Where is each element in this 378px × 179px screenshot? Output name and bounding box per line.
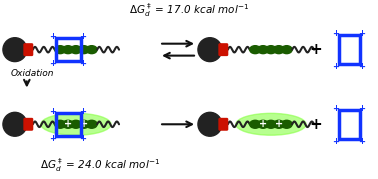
- FancyBboxPatch shape: [219, 44, 228, 55]
- Ellipse shape: [265, 46, 276, 54]
- Text: +: +: [49, 134, 56, 143]
- Text: +: +: [49, 59, 56, 68]
- Text: +: +: [358, 62, 365, 71]
- Ellipse shape: [63, 120, 73, 128]
- Text: +: +: [358, 29, 365, 38]
- Text: +: +: [332, 104, 339, 113]
- Text: Oxidation: Oxidation: [11, 69, 54, 78]
- Text: +: +: [79, 134, 86, 143]
- Circle shape: [3, 38, 27, 62]
- Text: +: +: [332, 29, 339, 38]
- Ellipse shape: [257, 120, 268, 128]
- Ellipse shape: [55, 46, 66, 54]
- Text: +: +: [49, 107, 56, 116]
- Ellipse shape: [41, 113, 111, 135]
- Ellipse shape: [250, 120, 261, 128]
- FancyBboxPatch shape: [24, 118, 33, 130]
- Text: +: +: [49, 32, 56, 41]
- Text: +: +: [259, 119, 267, 129]
- Ellipse shape: [257, 46, 268, 54]
- Text: +: +: [309, 42, 322, 57]
- Ellipse shape: [281, 46, 292, 54]
- Ellipse shape: [236, 113, 306, 135]
- Ellipse shape: [86, 46, 97, 54]
- Ellipse shape: [55, 120, 66, 128]
- Ellipse shape: [273, 120, 284, 128]
- Text: +: +: [64, 119, 72, 129]
- Circle shape: [3, 112, 27, 136]
- Text: +: +: [79, 32, 86, 41]
- Ellipse shape: [281, 120, 292, 128]
- Text: $\Delta G^\ddagger_d$ = 24.0 kcal mol$^{-1}$: $\Delta G^\ddagger_d$ = 24.0 kcal mol$^{…: [40, 156, 161, 174]
- Ellipse shape: [78, 120, 89, 128]
- FancyBboxPatch shape: [24, 44, 33, 55]
- FancyBboxPatch shape: [219, 118, 228, 130]
- Circle shape: [198, 112, 222, 136]
- Ellipse shape: [250, 46, 261, 54]
- Text: +: +: [79, 107, 86, 116]
- Text: +: +: [358, 104, 365, 113]
- Text: +: +: [332, 62, 339, 71]
- Text: +: +: [358, 137, 365, 146]
- Ellipse shape: [273, 46, 284, 54]
- Ellipse shape: [86, 120, 97, 128]
- Text: +: +: [309, 117, 322, 132]
- Ellipse shape: [70, 120, 81, 128]
- Circle shape: [198, 38, 222, 62]
- Text: +: +: [275, 119, 283, 129]
- Ellipse shape: [265, 120, 276, 128]
- Text: +: +: [332, 137, 339, 146]
- Ellipse shape: [63, 46, 73, 54]
- Text: +: +: [79, 59, 86, 68]
- Ellipse shape: [78, 46, 89, 54]
- Text: $\Delta G^\ddagger_d$ = 17.0 kcal mol$^{-1}$: $\Delta G^\ddagger_d$ = 17.0 kcal mol$^{…: [129, 2, 249, 20]
- Ellipse shape: [70, 46, 81, 54]
- Text: +: +: [80, 119, 88, 129]
